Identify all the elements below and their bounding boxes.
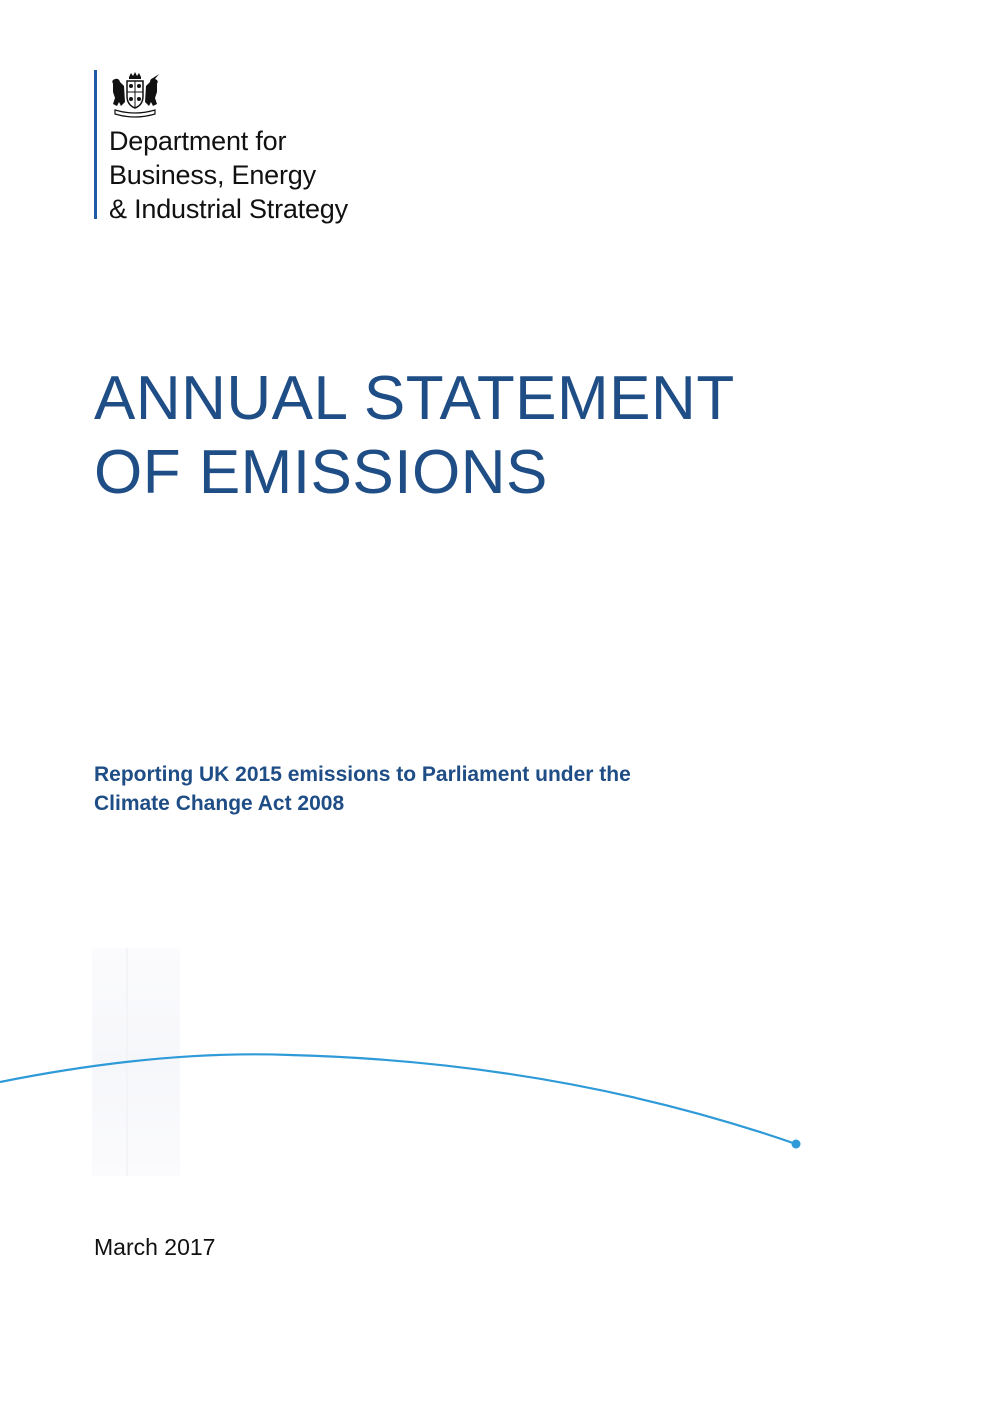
department-name-line: Business, Energy	[109, 160, 316, 190]
document-subtitle: Reporting UK 2015 emissions to Parliamen…	[94, 760, 631, 818]
department-name-line: Department for	[109, 126, 287, 156]
decorative-curve	[0, 1053, 797, 1146]
document-subtitle-line: Climate Change Act 2008	[94, 792, 345, 815]
dot-icon	[791, 1139, 801, 1149]
department-name: Department for Business, Energy & Indust…	[109, 124, 348, 226]
document-title: ANNUAL STATEMENT OF EMISSIONS	[94, 362, 735, 510]
document-subtitle-line: Reporting UK 2015 emissions to Parliamen…	[94, 763, 631, 786]
document-title-line: OF EMISSIONS	[94, 438, 548, 507]
department-name-line: & Industrial Strategy	[109, 194, 348, 224]
royal-coat-of-arms-icon	[112, 72, 159, 118]
document-title-line: ANNUAL STATEMENT	[94, 364, 735, 433]
department-logo: Department for Business, Energy & Indust…	[94, 70, 414, 224]
arc-line-icon	[0, 1053, 801, 1149]
logo-rule	[94, 70, 97, 219]
publication-date: March 2017	[94, 1234, 216, 1260]
